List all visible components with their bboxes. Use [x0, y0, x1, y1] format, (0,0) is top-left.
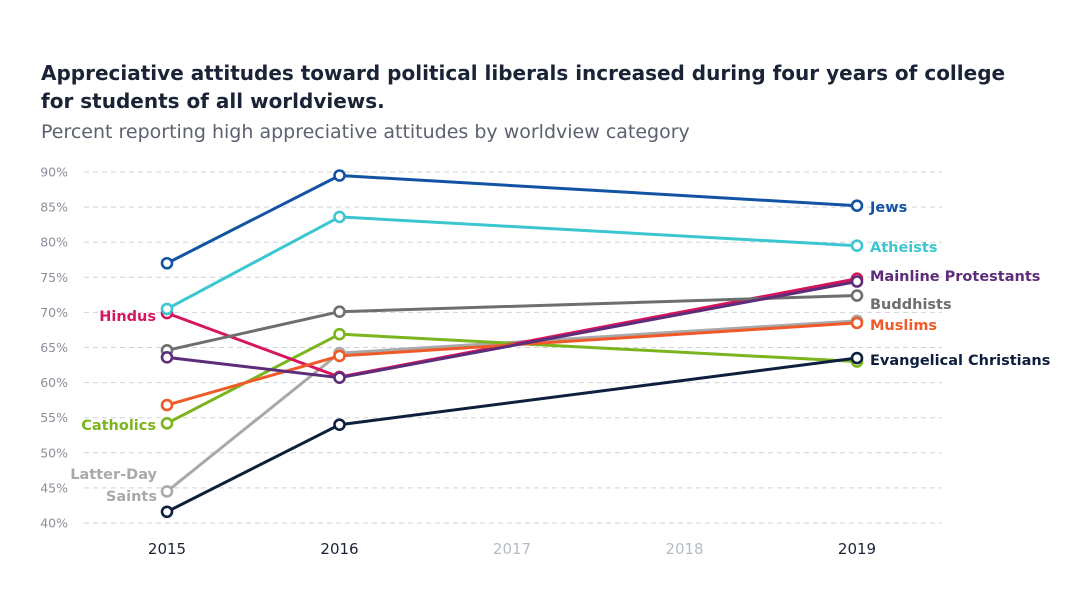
y-tick-label-55: 55% [40, 410, 68, 425]
chart-subtitle: Percent reporting high appreciative atti… [41, 121, 690, 143]
muslims-line [165, 321, 859, 407]
catholics-point-2015 [160, 417, 174, 430]
mainline-protestants-point-2019 [850, 275, 864, 288]
jews-point-2015 [160, 256, 174, 270]
hindus-label: Hindus [99, 309, 156, 325]
evangelical-christians-label: Evangelical Christians [870, 353, 1050, 369]
x-axis: 2015 2016 2017 2018 2019 [148, 540, 876, 558]
jews-label: Jews [869, 200, 907, 216]
mainline-protestants-point-2015 [160, 351, 174, 364]
x-tick-label-2017: 2017 [493, 540, 531, 558]
catholics-point-2016 [333, 327, 346, 341]
y-axis: 40% 45% 50% 55% 60% 65% 70% 75% 80% 85% 90% [40, 165, 68, 531]
x-tick-label-2016: 2016 [320, 540, 358, 558]
jews-line [165, 174, 859, 265]
buddhists-point-2016 [333, 305, 346, 318]
series-lines [165, 174, 859, 514]
latter-day-saints-label-line-1: Latter-Day [70, 467, 157, 483]
evangelical-christians-point-2015 [160, 505, 174, 519]
x-tick-label-2018: 2018 [665, 540, 703, 558]
evangelical-christians-point-2019 [850, 351, 864, 365]
atheists-point-2015 [160, 302, 174, 316]
y-tick-label-85: 85% [40, 200, 68, 215]
y-tick-label-50: 50% [40, 445, 68, 460]
series-labels: Latter-Day Saints Catholics Hindus Buddhists… [70, 200, 1050, 505]
muslims-label: Muslims [870, 318, 937, 334]
y-tick-label-45: 45% [40, 480, 68, 495]
y-tick-label-80: 80% [40, 235, 68, 250]
latter-day-saints-point-2015 [160, 485, 174, 498]
x-tick-label-2019: 2019 [838, 540, 876, 558]
y-tick-label-60: 60% [40, 375, 68, 390]
atheists-point-2019 [850, 239, 864, 253]
gridlines [84, 171, 942, 524]
jews-point-2019 [850, 199, 864, 212]
buddhists-point-2019 [850, 289, 864, 302]
jews-point-2016 [333, 169, 346, 182]
atheists-label: Atheists [870, 240, 937, 256]
buddhists-label: Buddhists [870, 297, 952, 313]
x-tick-label-2015: 2015 [148, 540, 186, 558]
evangelical-christians-line [165, 356, 859, 514]
y-tick-label-90: 90% [40, 165, 68, 180]
mainline-protestants-point-2016 [333, 371, 346, 384]
series-points [160, 169, 864, 519]
y-tick-label-75: 75% [40, 270, 68, 285]
muslims-point-2016 [333, 349, 346, 363]
atheists-point-2016 [333, 210, 346, 224]
mainline-protestants-label: Mainline Protestants [870, 269, 1040, 285]
y-tick-label-70: 70% [40, 305, 68, 320]
muslims-point-2019 [850, 316, 864, 330]
latter-day-saints-label-line-2: Saints [106, 489, 157, 505]
y-tick-label-40: 40% [40, 516, 68, 531]
atheists-line [165, 215, 859, 311]
evangelical-christians-point-2016 [333, 418, 346, 432]
catholics-label: Catholics [81, 418, 156, 434]
chart-title: Appreciative attitudes toward political … [41, 61, 1006, 113]
muslims-point-2015 [160, 398, 174, 412]
y-tick-label-65: 65% [40, 340, 68, 355]
